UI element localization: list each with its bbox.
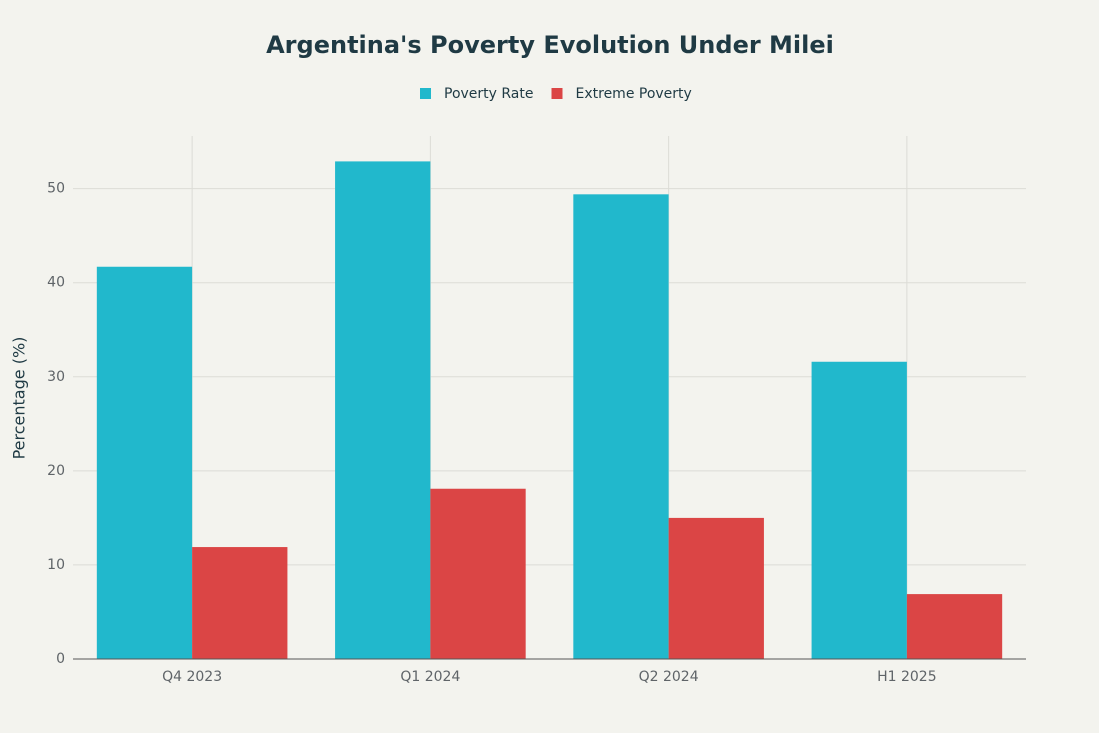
bar: [430, 488, 526, 659]
x-tick-label: Q1 2024: [400, 669, 460, 685]
y-tick-label: 20: [47, 463, 65, 479]
legend-label: Poverty Rate: [444, 86, 534, 102]
bar: [192, 547, 288, 659]
legend-swatch: [551, 88, 563, 99]
bar: [811, 361, 907, 659]
bar: [335, 161, 431, 660]
y-tick-label: 30: [47, 369, 65, 385]
x-tick-label: H1 2025: [877, 669, 937, 685]
x-tick-label: Q4 2023: [162, 669, 222, 685]
x-tick-label: Q2 2024: [639, 669, 699, 685]
bar: [906, 594, 1003, 659]
bar: [573, 194, 669, 660]
chart-title: Argentina's Poverty Evolution Under Mile…: [266, 31, 834, 59]
y-tick-label: 10: [47, 557, 65, 573]
y-tick-label: 40: [47, 275, 65, 291]
y-tick-label: 50: [47, 181, 65, 197]
bar: [668, 517, 764, 659]
legend-label: Extreme Poverty: [576, 86, 692, 102]
bar: [96, 266, 193, 659]
y-tick-label: 0: [56, 651, 65, 667]
legend-swatch: [420, 88, 431, 99]
y-axis-title: Percentage (%): [10, 337, 29, 460]
